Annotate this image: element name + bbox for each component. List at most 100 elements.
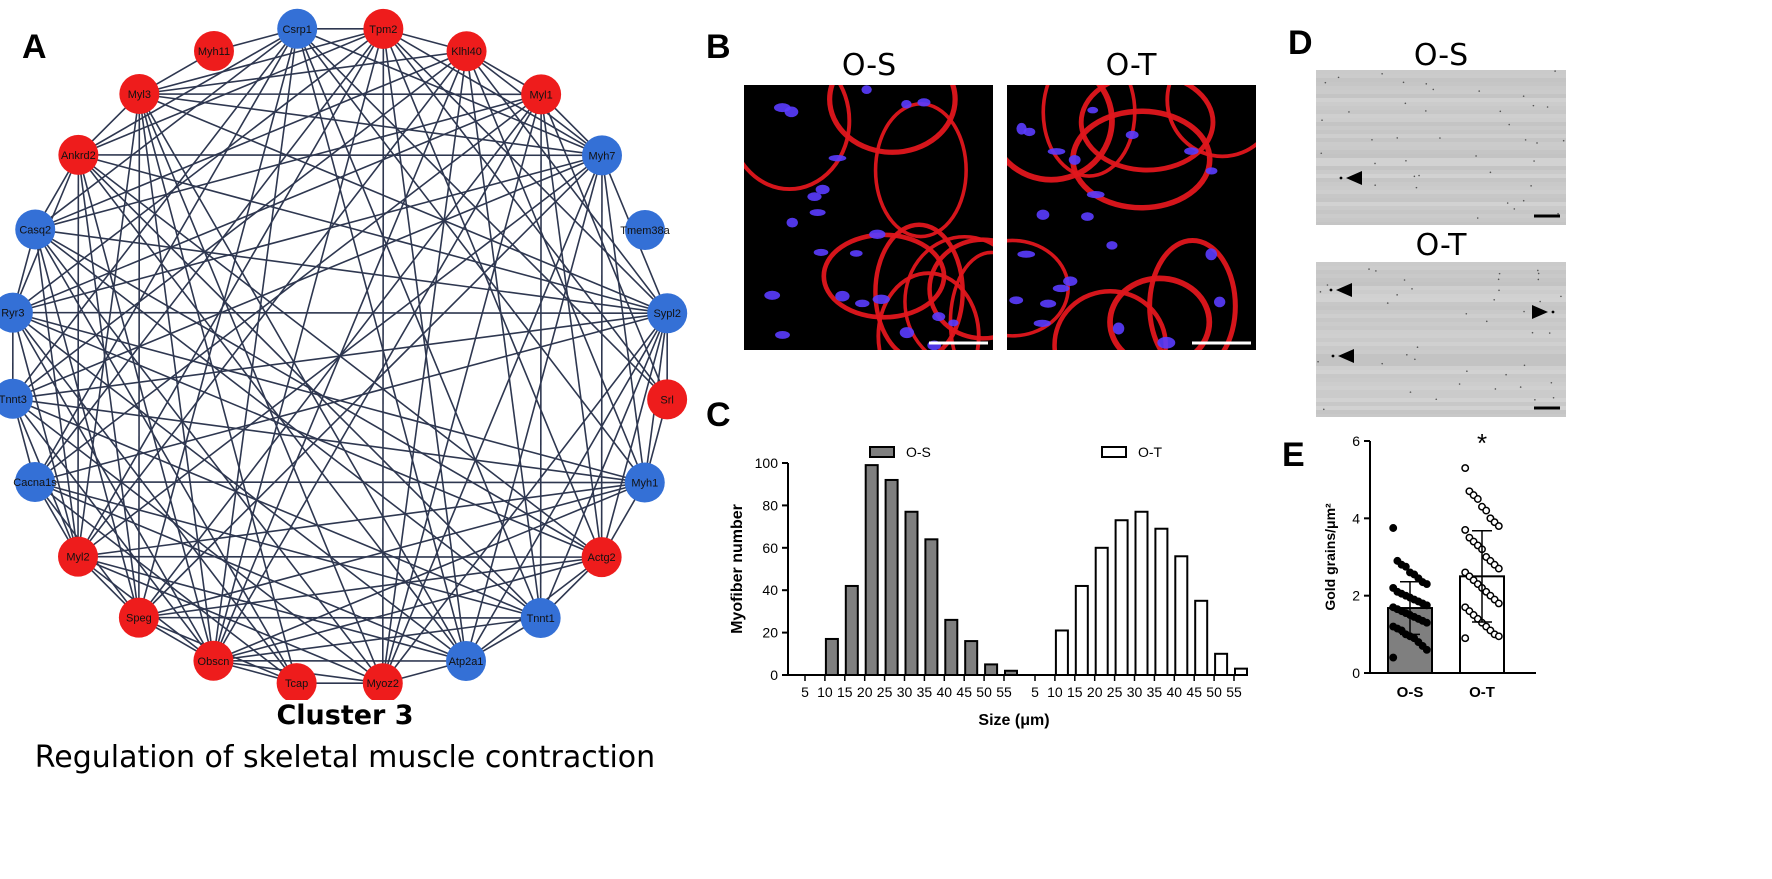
x-tick-label: 45 <box>1186 684 1202 700</box>
point-o-s <box>1422 601 1431 610</box>
network-edge <box>12 398 541 619</box>
network-edge <box>12 312 79 557</box>
network-title: Cluster 3 <box>276 700 414 731</box>
y-tick-label: 80 <box>762 497 778 513</box>
tem-speck <box>1475 155 1477 157</box>
x-tick-label: 15 <box>837 684 853 700</box>
network-edge <box>34 312 668 483</box>
tem-speck <box>1493 298 1496 301</box>
node-label-ankrd2: Ankrd2 <box>61 150 96 162</box>
x-tick-label: 15 <box>1067 684 1083 700</box>
node-label-cacna1s: Cacna1s <box>13 477 57 489</box>
x-tick-label: 50 <box>976 684 992 700</box>
network-edge <box>12 312 215 662</box>
tem-texture <box>1316 278 1566 282</box>
nucleus <box>828 154 847 162</box>
tem-image-os <box>1316 70 1566 225</box>
nucleus <box>815 184 830 195</box>
x-tick-label: 20 <box>1087 684 1103 700</box>
node-myh1 <box>624 462 665 503</box>
point-o-s <box>1422 618 1431 627</box>
network-edge <box>139 28 384 95</box>
myofiber-border <box>1078 85 1216 173</box>
x-tick-label: 25 <box>877 684 893 700</box>
bar-o-t-50 <box>1214 652 1229 677</box>
nucleus <box>1023 127 1036 137</box>
tem-speck <box>1381 72 1383 75</box>
tem-texture <box>1316 374 1566 378</box>
tem-texture <box>1316 170 1566 174</box>
network-edge <box>12 398 215 662</box>
network-edge <box>139 93 603 157</box>
tem-texture <box>1316 90 1566 94</box>
x-tick-label: 20 <box>857 684 873 700</box>
myofiber-border <box>876 271 981 350</box>
tem-texture <box>1316 210 1566 214</box>
network-edge <box>138 28 298 618</box>
network-edge <box>34 93 542 483</box>
network-edge <box>34 228 384 684</box>
point-o-s <box>1389 524 1398 532</box>
x-tick-label: 55 <box>996 684 1012 700</box>
tem-speck <box>1386 302 1389 304</box>
panel-label-b: B <box>706 28 731 66</box>
legend-label-o-s: O-S <box>906 444 931 460</box>
tem-texture <box>1316 298 1566 302</box>
point-o-t <box>1494 522 1503 531</box>
x-tick-label: 55 <box>1226 684 1242 700</box>
node-speg <box>118 597 159 638</box>
point-o-t <box>1461 464 1470 473</box>
tem-image-ot <box>1316 262 1566 417</box>
network-edge <box>139 50 467 95</box>
tem-texture <box>1316 126 1566 130</box>
panel-label-d: D <box>1288 24 1313 62</box>
nucleus <box>773 103 791 113</box>
x-tick-label: 10 <box>817 684 833 700</box>
tem-speck <box>1506 202 1509 204</box>
node-label-speg: Speg <box>126 613 152 625</box>
node-label-myl3: Myl3 <box>128 89 151 101</box>
y-tick-label: 4 <box>1352 510 1360 526</box>
tem-speck <box>1498 289 1500 292</box>
gold-grains-plot: 0 2 4 6 Gold grains/μm² O-S O-T * <box>1322 430 1536 701</box>
x-tick-label: 25 <box>1107 684 1123 700</box>
myofiber-border <box>873 102 968 239</box>
node-label-myh1: Myh1 <box>631 478 658 490</box>
tem-texture <box>1316 378 1566 382</box>
tem-speck <box>1530 185 1532 187</box>
tem-speck <box>1381 362 1383 365</box>
micrograph-label-ot: O-T <box>1105 48 1157 83</box>
tem-speck <box>1413 175 1416 178</box>
x-tick-label: O-S <box>1397 684 1424 701</box>
network-edge <box>12 154 603 400</box>
tem-texture <box>1316 198 1566 202</box>
gold-grain <box>1551 310 1555 314</box>
tem-speck <box>1485 320 1488 323</box>
nucleus <box>901 99 912 109</box>
point-o-t <box>1461 634 1470 643</box>
network-edge <box>12 50 468 400</box>
tem-speck <box>1411 288 1413 290</box>
node-label-myh11: Myh11 <box>198 46 230 58</box>
nucleus <box>1036 209 1050 220</box>
tem-texture <box>1316 94 1566 98</box>
tem-texture <box>1316 302 1566 306</box>
tem-texture <box>1316 362 1566 366</box>
tem-speck <box>1532 104 1535 107</box>
nucleus <box>764 290 781 300</box>
network-edge <box>138 93 298 684</box>
nucleus <box>1063 276 1078 287</box>
tem-texture <box>1316 306 1566 310</box>
tem-texture <box>1316 194 1566 198</box>
bar-o-s-15 <box>844 584 859 677</box>
tem-texture <box>1316 70 1566 74</box>
bar-o-s-30 <box>904 510 919 677</box>
network-edge <box>12 311 602 558</box>
gold-grain <box>1331 354 1335 358</box>
tem-speck <box>1522 199 1525 202</box>
node-klhl40 <box>446 31 487 72</box>
network-edge <box>138 154 603 619</box>
tem-speck <box>1539 300 1541 303</box>
tem-speck <box>1375 270 1377 272</box>
nucleus <box>1009 296 1024 305</box>
